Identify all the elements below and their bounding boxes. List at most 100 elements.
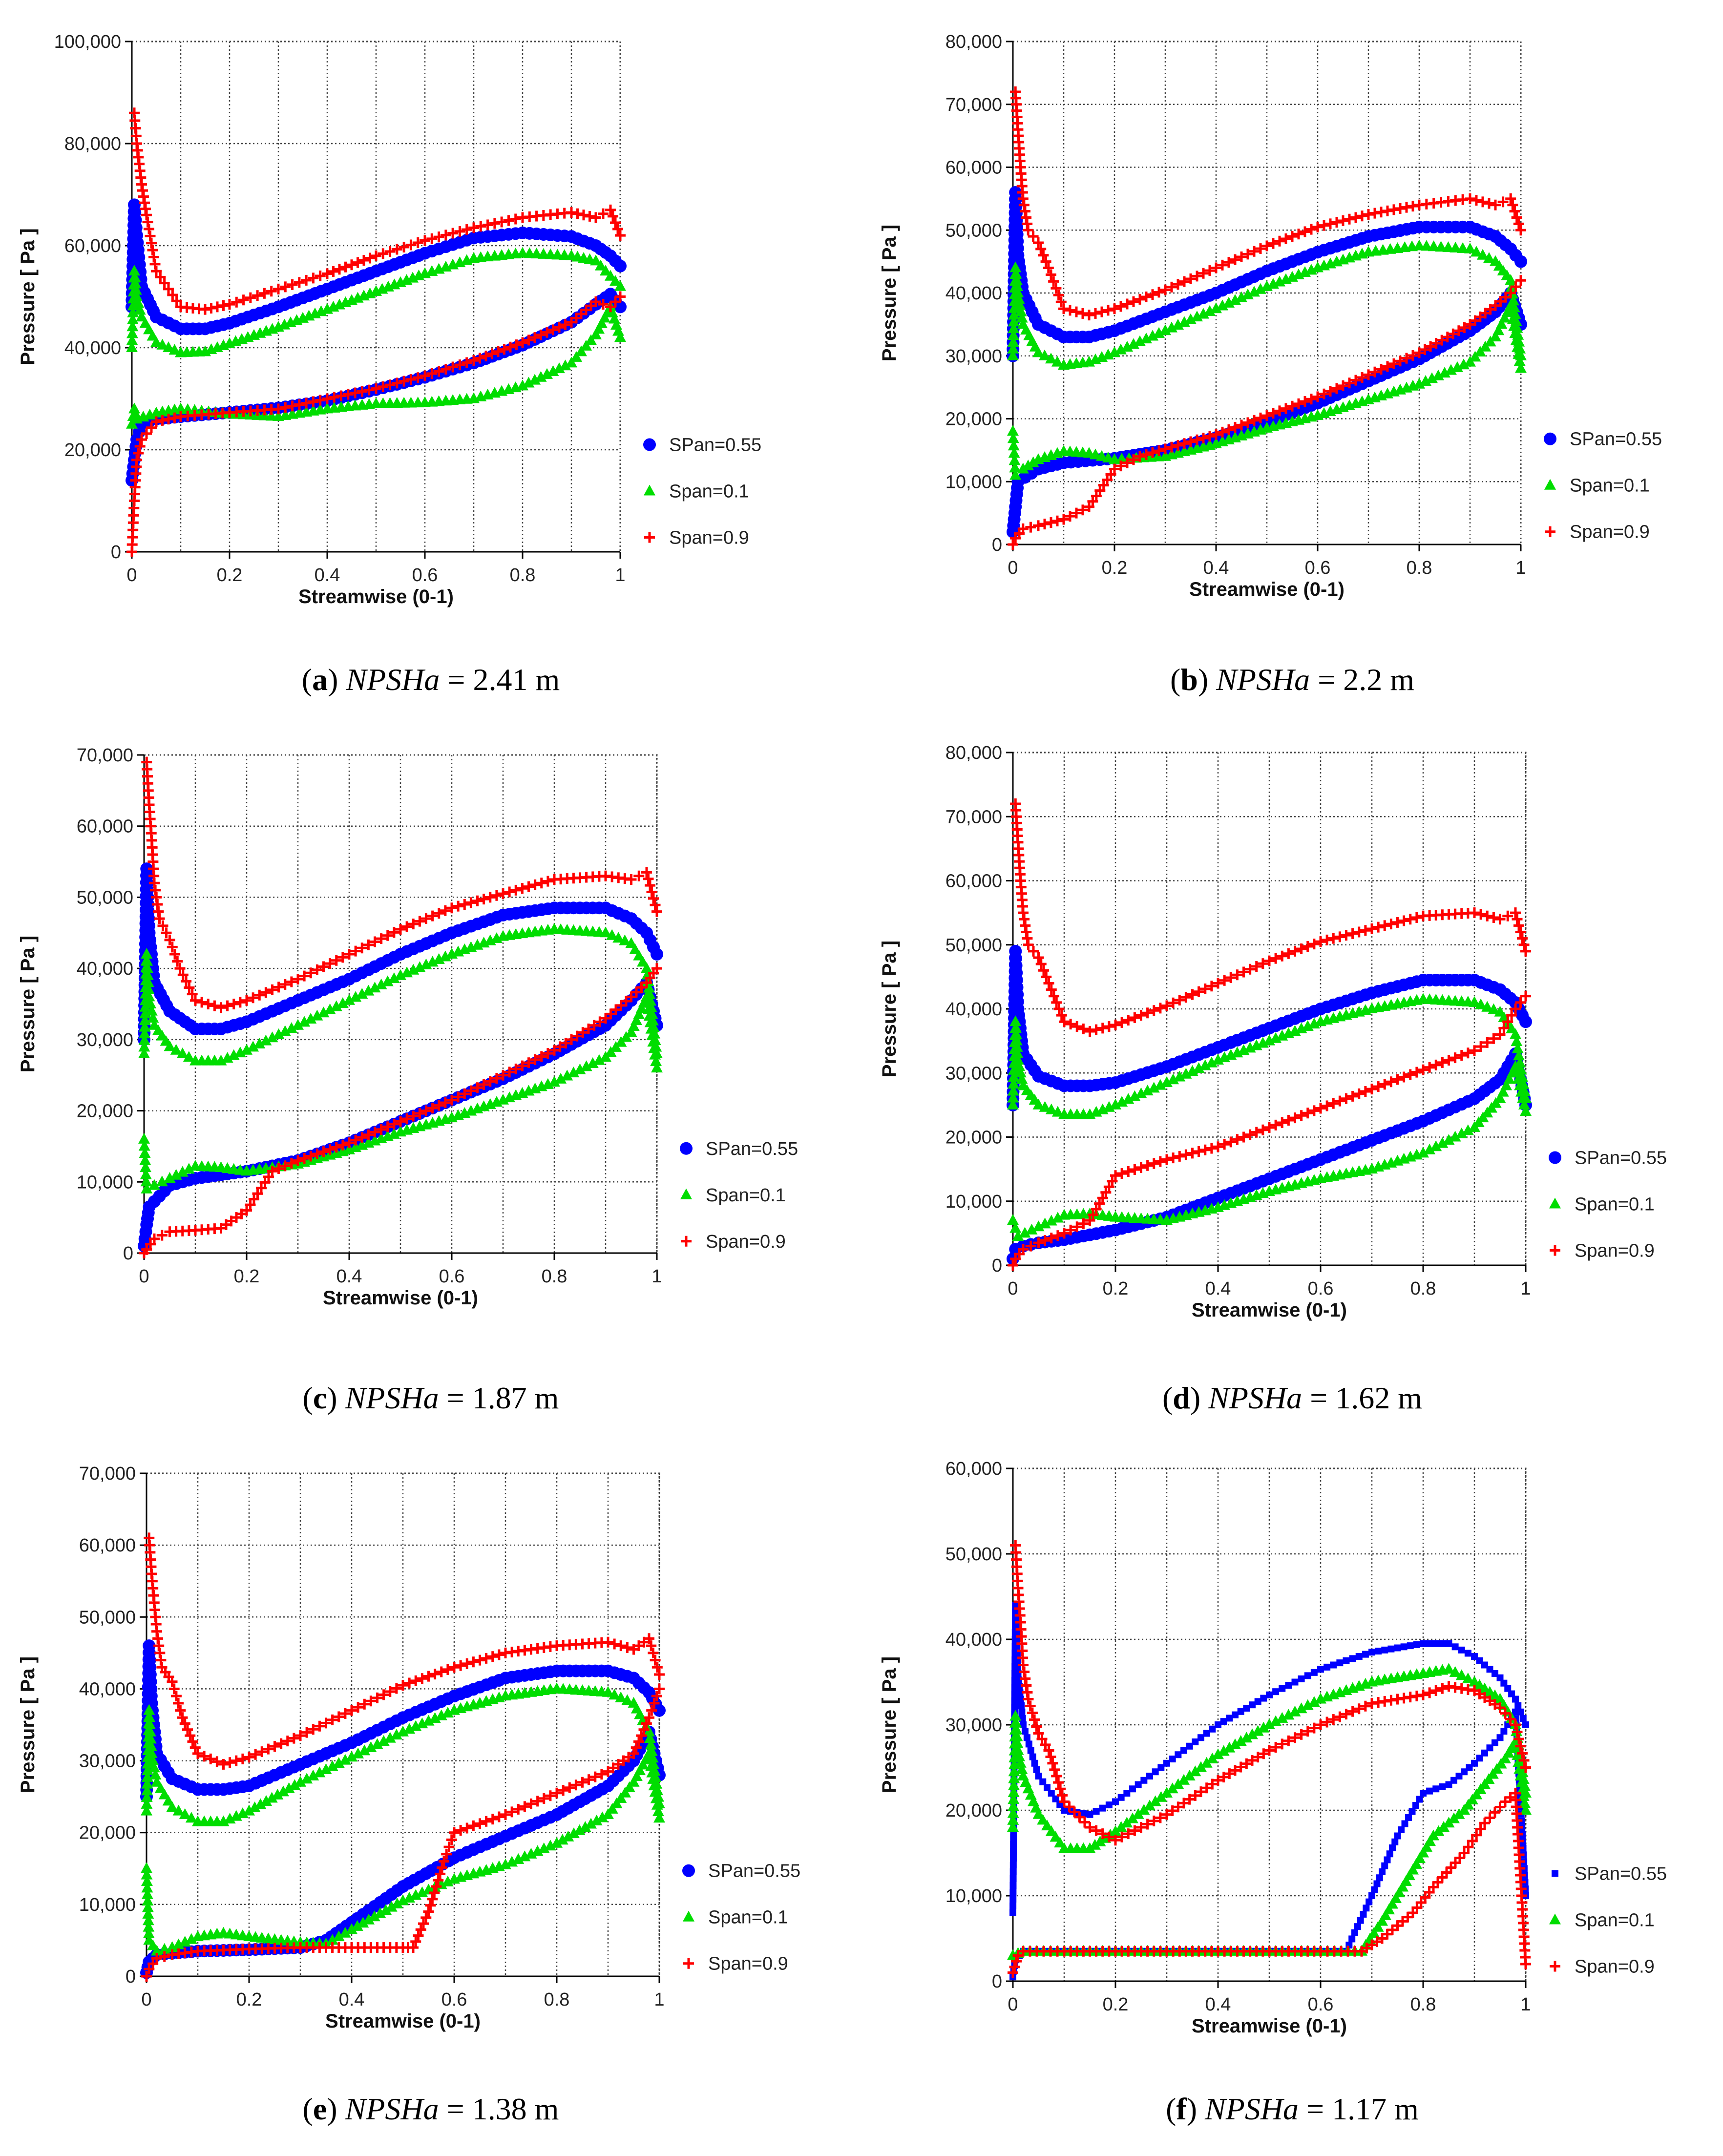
data-point [159, 1951, 170, 1962]
data-point [141, 1778, 153, 1789]
data-point [570, 1779, 582, 1791]
data-point [273, 1163, 284, 1174]
data-point [1009, 1875, 1017, 1882]
data-point [577, 1027, 588, 1038]
data-point [1166, 281, 1177, 293]
data-point [637, 1758, 649, 1770]
data-point [273, 403, 284, 415]
data-point [475, 221, 486, 232]
data-point [1084, 1822, 1095, 1833]
data-point [129, 271, 141, 282]
data-point [1319, 220, 1329, 231]
data-point [408, 919, 419, 930]
data-point [600, 926, 611, 938]
data-point [131, 290, 143, 301]
series-Span=0.1 [1007, 993, 1532, 1241]
y-tick-label: 30,000 [946, 1715, 1002, 1736]
data-point [650, 900, 661, 911]
data-point [1084, 1215, 1095, 1226]
data-point [1103, 305, 1114, 316]
data-point [1192, 271, 1202, 282]
data-point [1048, 276, 1059, 287]
data-point [410, 1675, 421, 1686]
data-point [163, 283, 174, 294]
data-point [1387, 1898, 1398, 1909]
data-point [1300, 226, 1310, 237]
data-point [556, 1834, 568, 1845]
data-point [1549, 1151, 1561, 1164]
data-point [1190, 1790, 1201, 1801]
y-tick-label: 0 [992, 1256, 1002, 1276]
legend-label: SPan=0.55 [1575, 1864, 1667, 1884]
data-point [1168, 1152, 1179, 1164]
data-point [144, 1711, 156, 1722]
data-point [315, 270, 326, 281]
data-point [1007, 1098, 1019, 1109]
data-point [136, 434, 147, 445]
series-Span=0.9 [1008, 86, 1526, 550]
caption-value: = 1.17 m [1299, 2092, 1419, 2126]
chart-svg-c: 010,00020,00030,00040,00050,00060,00070,… [17, 745, 798, 1309]
data-point [1116, 1017, 1128, 1028]
data-point [172, 1804, 185, 1816]
data-point [454, 226, 465, 237]
data-point [612, 224, 623, 235]
data-point [1009, 1903, 1017, 1909]
data-point [603, 1636, 613, 1648]
data-point [1283, 1115, 1294, 1126]
data-point [1121, 1817, 1133, 1828]
data-point [1224, 1768, 1235, 1779]
data-point [161, 927, 172, 939]
data-point [1249, 246, 1260, 257]
data-point [1302, 941, 1313, 952]
data-point [1490, 199, 1501, 210]
data-point [1463, 1842, 1474, 1853]
data-point [536, 1051, 547, 1062]
data-point [1255, 283, 1266, 294]
data-point [131, 454, 142, 465]
data-point [566, 356, 577, 368]
data-point [141, 1882, 153, 1893]
data-point [1235, 1761, 1246, 1773]
data-point [614, 280, 626, 291]
data-point [605, 270, 616, 281]
data-point [1011, 1691, 1018, 1697]
data-point [315, 395, 326, 406]
data-point [1014, 1067, 1027, 1078]
data-point [1011, 1041, 1023, 1052]
data-point [1011, 1730, 1023, 1741]
data-point [266, 286, 277, 297]
data-point [1293, 398, 1304, 409]
legend-entry: Span=0.1 [683, 1907, 788, 1928]
data-point [1172, 1778, 1184, 1789]
data-point [1013, 1629, 1020, 1636]
data-point [1007, 342, 1019, 354]
data-point [142, 1758, 154, 1769]
data-point [1161, 1076, 1173, 1087]
data-point [628, 1748, 639, 1759]
data-point [1213, 1775, 1223, 1786]
data-point [585, 1818, 597, 1829]
legend-entry: Span=0.9 [1550, 1957, 1655, 1977]
data-point [308, 396, 319, 407]
legend-entry: Span=0.1 [1549, 1194, 1655, 1215]
data-point [376, 933, 387, 944]
data-point [1353, 1703, 1365, 1715]
data-point [535, 329, 546, 340]
data-point [1219, 975, 1230, 986]
data-point [217, 1815, 230, 1826]
data-point [472, 895, 483, 906]
data-point [215, 1002, 227, 1013]
data-point [519, 1850, 531, 1862]
data-point [129, 277, 142, 289]
data-point [172, 956, 183, 967]
data-point [1186, 1065, 1198, 1076]
data-point [179, 1936, 191, 1947]
data-point [644, 1732, 656, 1743]
data-point [420, 235, 430, 246]
legend-label: Span=0.9 [1575, 1241, 1655, 1261]
data-point [134, 441, 146, 452]
data-point [1405, 914, 1416, 925]
data-point [1141, 449, 1152, 460]
data-point [1283, 948, 1294, 959]
